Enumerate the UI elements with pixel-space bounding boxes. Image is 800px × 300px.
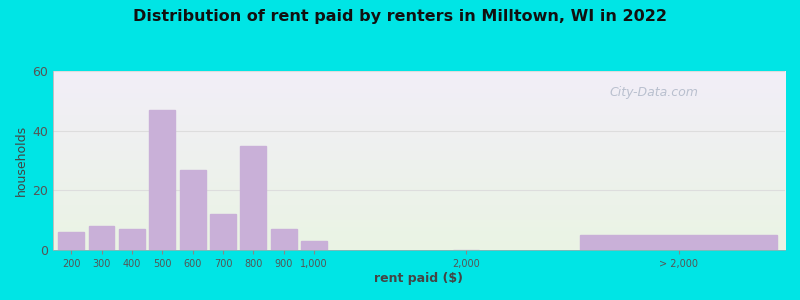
Bar: [580, 235, 778, 250]
Bar: [302, 241, 327, 250]
Bar: [150, 110, 175, 250]
Bar: [271, 229, 297, 250]
Bar: [241, 146, 266, 250]
Text: City-Data.com: City-Data.com: [610, 86, 698, 99]
Bar: [180, 169, 206, 250]
Bar: [210, 214, 236, 250]
Text: Distribution of rent paid by renters in Milltown, WI in 2022: Distribution of rent paid by renters in …: [133, 9, 667, 24]
Y-axis label: households: households: [15, 125, 28, 196]
X-axis label: rent paid ($): rent paid ($): [374, 272, 463, 285]
Bar: [89, 226, 114, 250]
Bar: [58, 232, 84, 250]
Bar: [119, 229, 145, 250]
